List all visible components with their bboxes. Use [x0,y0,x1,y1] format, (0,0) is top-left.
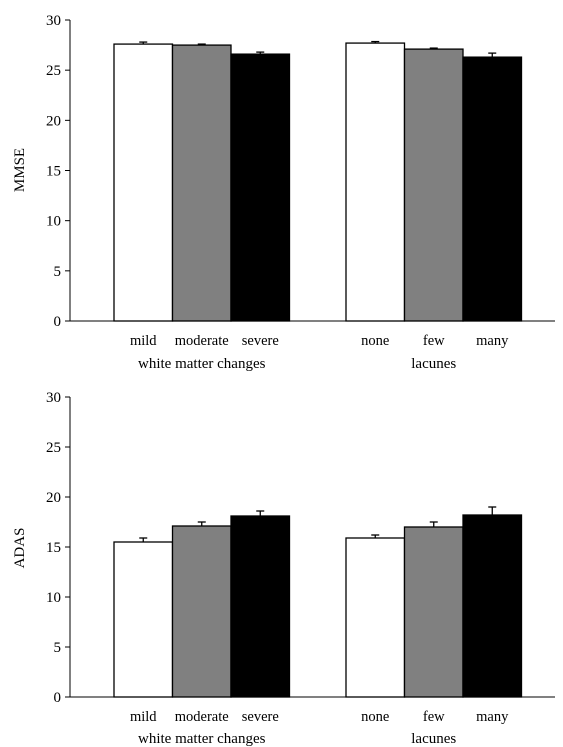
bar-severe [230,515,291,698]
group-label: white matter changes [138,356,266,372]
y-tick-label: 5 [54,264,62,280]
bar-severe [230,53,291,322]
category-label-many: many [476,709,509,725]
y-tick-label: 0 [54,690,62,706]
y-tick-label: 15 [46,540,61,556]
y-tick-label: 20 [46,113,61,129]
category-label-none: none [361,333,389,349]
bar-mild [113,541,174,698]
bar-many [462,56,523,322]
y-tick-label: 5 [54,640,62,656]
bar-mild [113,43,174,322]
chart-panel-2: 0 5 10 15 20 25 30 ADAS mild moderate severe white … [12,390,555,747]
category-label-none: none [361,709,389,725]
bar-none [345,537,406,698]
y-tick-label: 25 [46,440,61,456]
bar-none [345,42,406,322]
category-label-few: few [423,709,445,725]
y-tick-label: 15 [46,164,61,180]
category-label-many: many [476,333,509,349]
category-label-few: few [423,333,445,349]
y-tick-label: 0 [54,314,62,330]
y-tick-label: 25 [46,63,61,79]
category-label-moderate: moderate [175,333,229,349]
y-tick-label: 10 [46,214,61,230]
bar-few [403,526,464,698]
category-label-severe: severe [242,333,279,349]
group-label: white matter changes [138,731,266,747]
bar-moderate [171,525,232,698]
y-tick-label: 30 [46,13,61,29]
y-axis-label: MMSE [12,148,28,192]
bar-moderate [171,44,232,322]
y-tick-label: 20 [46,490,61,506]
y-axis-label: ADAS [12,528,28,569]
y-tick-label: 10 [46,590,61,606]
category-label-severe: severe [242,709,279,725]
category-label-mild: mild [130,709,157,725]
group-label: lacunes [411,356,456,372]
bar-few [403,48,464,322]
y-tick-label: 30 [46,390,61,406]
bar-many [462,514,523,698]
category-label-mild: mild [130,333,157,349]
group-label: lacunes [411,731,456,747]
chart-panel-1: 0 5 10 15 20 25 30 MMSE mild moderate severe white … [12,13,555,372]
category-label-moderate: moderate [175,709,229,725]
